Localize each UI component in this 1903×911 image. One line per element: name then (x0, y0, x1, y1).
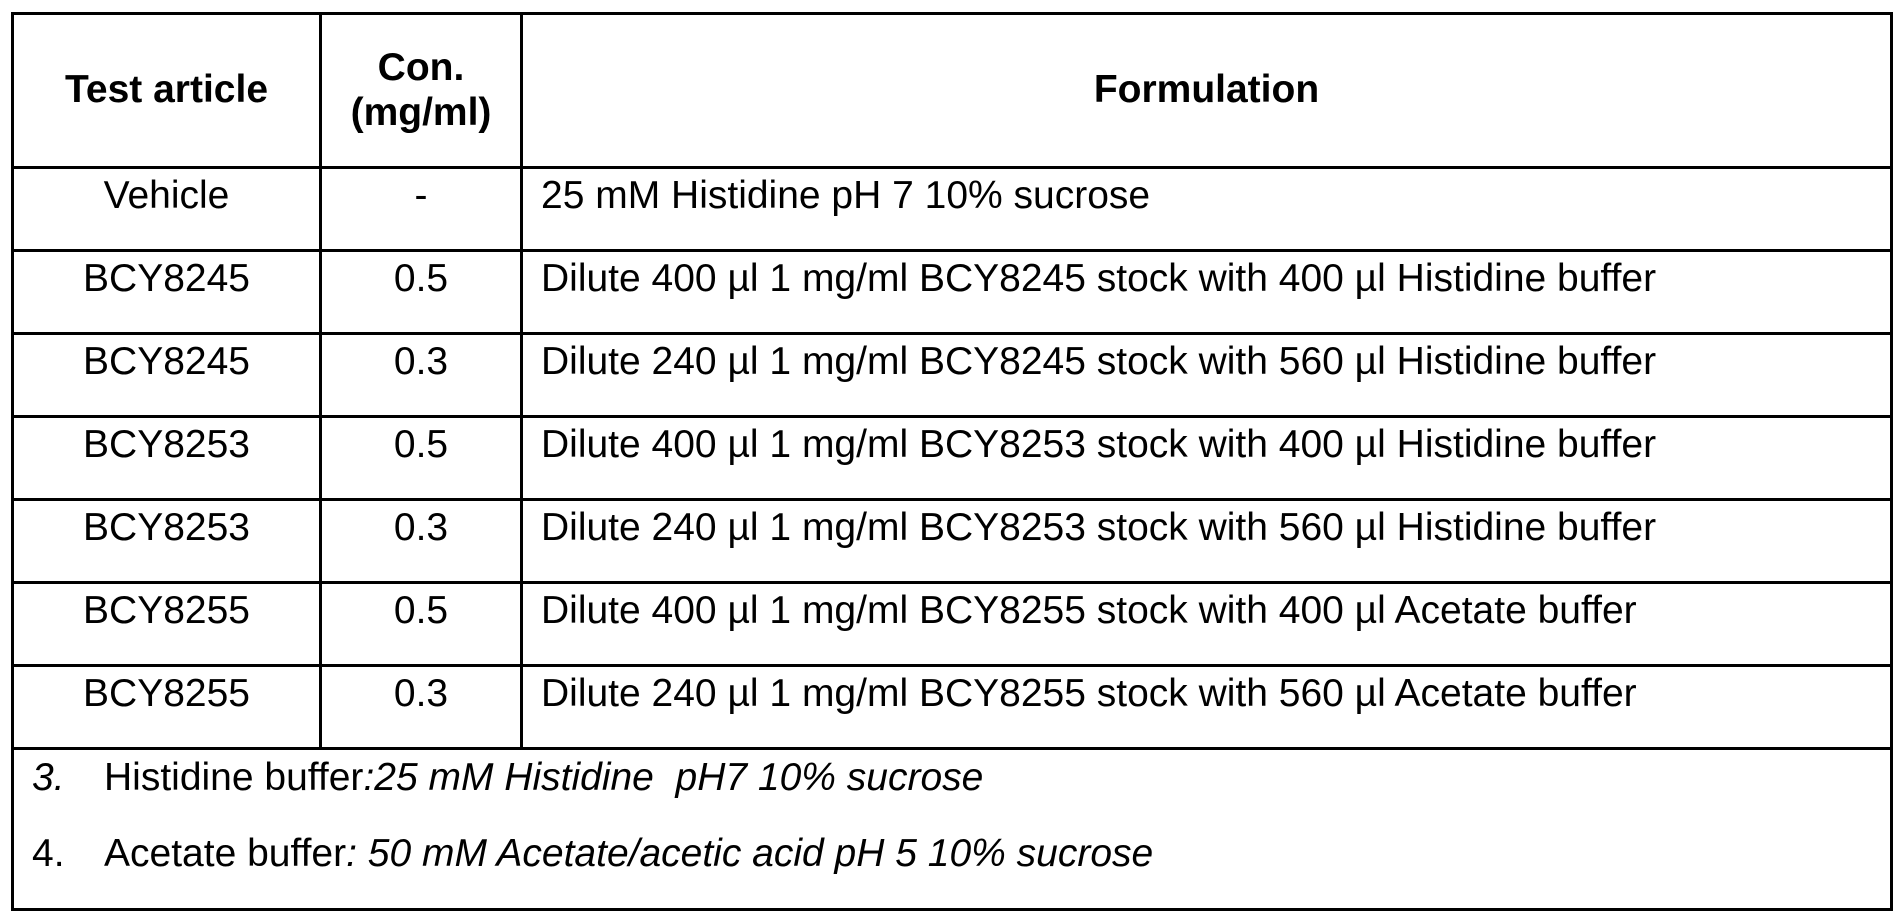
cell-test-article: BCY8253 (13, 417, 321, 500)
cell-test-article: BCY8245 (13, 334, 321, 417)
header-formulation: Formulation (522, 14, 1892, 168)
note-number: 4. (32, 832, 104, 877)
cell-test-article: BCY8245 (13, 251, 321, 334)
note-histidine: 3. Histidine buffer:25 mM Histidine pH7 … (32, 756, 1890, 832)
header-row: Test article Con.(mg/ml) Formulation (13, 14, 1892, 168)
table-row: BCY82450.5Dilute 400 µl 1 mg/ml BCY8245 … (13, 251, 1892, 334)
table-row: BCY82550.5Dilute 400 µl 1 mg/ml BCY8255 … (13, 583, 1892, 666)
note-detail: :25 mM Histidine pH7 10% sucrose (363, 756, 983, 801)
cell-test-article: Vehicle (13, 168, 321, 251)
notes-row: 3. Histidine buffer:25 mM Histidine pH7 … (13, 749, 1892, 910)
cell-concentration: 0.5 (321, 583, 522, 666)
table-row: BCY82530.5Dilute 400 µl 1 mg/ml BCY8253 … (13, 417, 1892, 500)
cell-formulation: Dilute 400 µl 1 mg/ml BCY8255 stock with… (522, 583, 1892, 666)
cell-concentration: 0.3 (321, 500, 522, 583)
header-concentration: Con.(mg/ml) (321, 14, 522, 168)
table-row: Vehicle-25 mM Histidine pH 7 10% sucrose (13, 168, 1892, 251)
cell-formulation: Dilute 400 µl 1 mg/ml BCY8253 stock with… (522, 417, 1892, 500)
header-test-article: Test article (13, 14, 321, 168)
note-acetate: 4. Acetate buffer: 50 mM Acetate/acetic … (32, 832, 1890, 908)
cell-test-article: BCY8253 (13, 500, 321, 583)
note-label: Acetate buffer (104, 832, 346, 877)
cell-concentration: 0.3 (321, 666, 522, 749)
header-con-line1: Con. (378, 46, 465, 89)
cell-formulation: 25 mM Histidine pH 7 10% sucrose (522, 168, 1892, 251)
cell-formulation: Dilute 240 µl 1 mg/ml BCY8255 stock with… (522, 666, 1892, 749)
cell-concentration: 0.5 (321, 417, 522, 500)
cell-formulation: Dilute 240 µl 1 mg/ml BCY8245 stock with… (522, 334, 1892, 417)
note-label: Histidine buffer (104, 756, 363, 801)
cell-formulation: Dilute 400 µl 1 mg/ml BCY8245 stock with… (522, 251, 1892, 334)
cell-test-article: BCY8255 (13, 583, 321, 666)
note-detail: : 50 mM Acetate/acetic acid pH 5 10% suc… (346, 832, 1153, 877)
cell-concentration: 0.3 (321, 334, 522, 417)
notes-cell: 3. Histidine buffer:25 mM Histidine pH7 … (13, 749, 1892, 910)
header-con-line2: (mg/ml) (351, 91, 492, 134)
cell-concentration: - (321, 168, 522, 251)
table-row: BCY82550.3Dilute 240 µl 1 mg/ml BCY8255 … (13, 666, 1892, 749)
note-number: 3. (32, 756, 104, 801)
table-row: BCY82530.3Dilute 240 µl 1 mg/ml BCY8253 … (13, 500, 1892, 583)
cell-concentration: 0.5 (321, 251, 522, 334)
table-row: BCY82450.3Dilute 240 µl 1 mg/ml BCY8245 … (13, 334, 1892, 417)
formulation-table: Test article Con.(mg/ml) Formulation Veh… (11, 12, 1893, 911)
cell-test-article: BCY8255 (13, 666, 321, 749)
cell-formulation: Dilute 240 µl 1 mg/ml BCY8253 stock with… (522, 500, 1892, 583)
